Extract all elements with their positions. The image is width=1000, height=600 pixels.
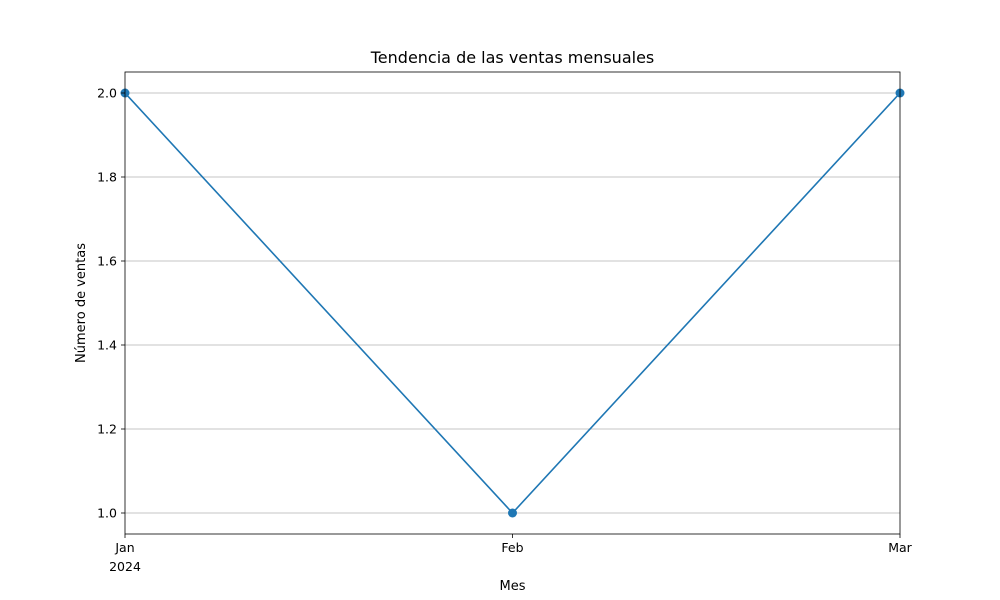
- y-tick-label: 1.0: [97, 506, 117, 521]
- y-tick-label: 1.6: [97, 254, 117, 269]
- y-tick-label: 1.2: [97, 422, 117, 437]
- y-tick-label: 1.8: [97, 170, 117, 185]
- x-tick-label: Feb: [501, 540, 523, 555]
- tick-layer: 1.0 1.2 1.4 1.6 1.8 2.0 Jan 2024 Feb Mar: [97, 86, 913, 575]
- series-line: [124, 92, 901, 515]
- y-tick-label: 1.4: [97, 338, 117, 353]
- y-tick-label: 2.0: [97, 86, 117, 101]
- x-tick-label: Jan: [114, 540, 134, 555]
- x-tick-sublabel: 2024: [109, 559, 141, 574]
- y-axis-label: Número de ventas: [74, 243, 89, 363]
- chart-title: Tendencia de las ventas mensuales: [370, 48, 655, 67]
- x-axis-label: Mes: [500, 579, 526, 594]
- series-layer: [120, 88, 905, 518]
- x-tick-label: Mar: [888, 540, 912, 555]
- data-point: [508, 508, 517, 518]
- plot-frame: [124, 71, 901, 535]
- grid-layer: [125, 92, 900, 514]
